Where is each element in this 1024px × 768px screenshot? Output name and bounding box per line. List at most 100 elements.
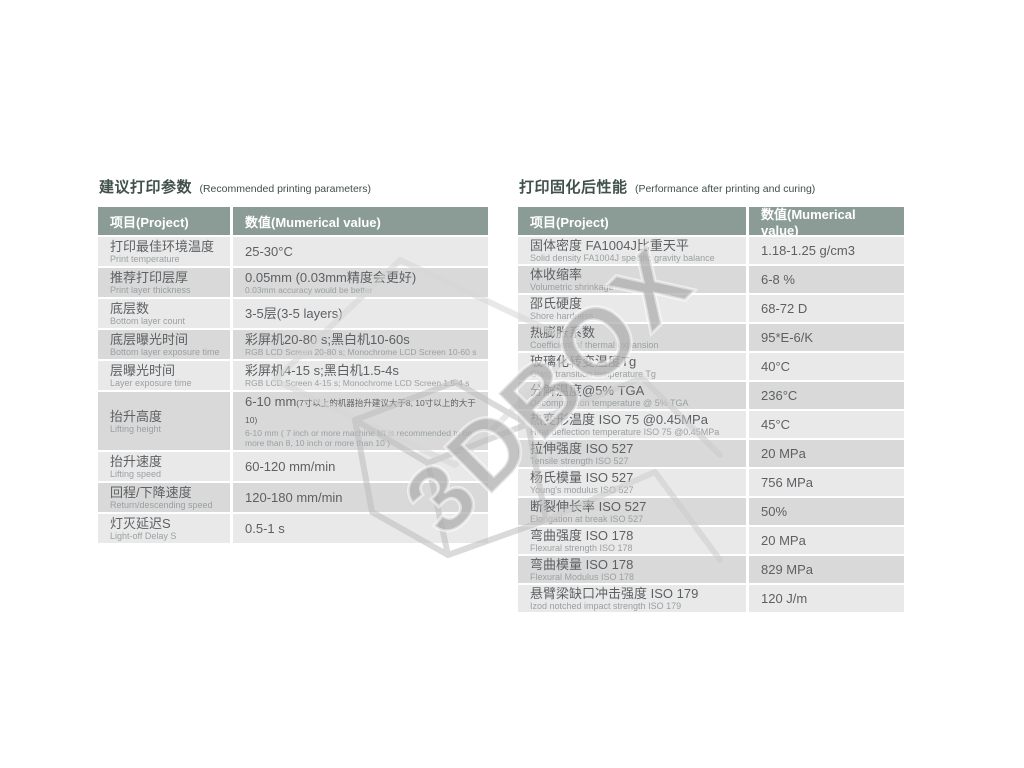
project-name-zh: 断裂伸长率 ISO 527 <box>530 499 647 514</box>
table-row: 邵氏硬度 Shore hardness 68-72 D <box>518 295 904 322</box>
value-text: 3-5层(3-5 layers) <box>245 306 343 321</box>
header-project: 项目(Project) <box>518 207 746 235</box>
section-title-en: (Performance after printing and curing) <box>634 183 816 195</box>
value-text: 829 MPa <box>761 562 814 577</box>
table-row: 抬升高度 Lifting height 6-10 mm(7寸以上的机器抬升建议大… <box>98 392 488 450</box>
project-name-en: Izod notched impact strength ISO 179 <box>530 601 682 611</box>
section-title: 建议打印参数 (Recommended printing parameters) <box>99 176 488 197</box>
project-name-zh: 回程/下降速度 <box>110 485 192 500</box>
table-row: 弯曲强度 ISO 178 Flexural strength ISO 178 2… <box>518 527 904 554</box>
table-row: 固体密度 FA1004J比重天平 Solid density FA1004J s… <box>518 237 904 264</box>
project-name-zh: 杨氏模量 ISO 527 <box>530 470 634 485</box>
section-title-zh: 建议打印参数 <box>99 179 193 196</box>
project-cell: 推荐打印层厚 Print layer thickness <box>98 268 230 297</box>
project-cell: 热变形温度 ISO 75 @0.45MPa Heat deflection te… <box>518 411 746 438</box>
value-cell: 0.5-1 s <box>233 514 488 543</box>
project-cell: 灯灭延迟S Light-off Delay S <box>98 514 230 543</box>
value-cell: 60-120 mm/min <box>233 452 488 481</box>
value-cell: 20 MPa <box>749 440 904 467</box>
table-body: 打印最佳环境温度 Print temperature 25-30°C 推荐打印层… <box>98 237 488 543</box>
project-cell: 抬升速度 Lifting speed <box>98 452 230 481</box>
project-name-en: Solid density FA1004J specific gravity b… <box>530 253 715 263</box>
project-name-zh: 体收缩率 <box>530 267 583 282</box>
value-cell: 120-180 mm/min <box>233 483 488 512</box>
table-row: 弯曲模量 ISO 178 Flexural Modulus ISO 178 82… <box>518 556 904 583</box>
performance-table: 项目(Project) 数值(Mumerical value) 固体密度 FA1… <box>518 207 904 612</box>
project-name-zh: 推荐打印层厚 <box>110 270 189 285</box>
table-row: 拉伸强度 ISO 527 Tensile strength ISO 527 20… <box>518 440 904 467</box>
value-text: 756 MPa <box>761 475 814 490</box>
table-row: 杨氏模量 ISO 527 Young's modulus ISO 527 756… <box>518 469 904 496</box>
project-name-en: Shore hardness <box>530 311 594 321</box>
value-cell: 68-72 D <box>749 295 904 322</box>
table-row: 推荐打印层厚 Print layer thickness 0.05mm (0.0… <box>98 268 488 297</box>
project-name-zh: 抬升速度 <box>110 454 163 469</box>
value-text: 20 MPa <box>761 446 806 461</box>
project-name-en: Flexural Modulus ISO 178 <box>530 572 635 582</box>
table-row: 玻璃化转变温度Tg Glass transition temperature T… <box>518 353 904 380</box>
project-name-en: Tensile strength ISO 527 <box>530 456 629 466</box>
project-name-zh: 抬升高度 <box>110 408 163 424</box>
value-cell: 95*E-6/K <box>749 324 904 351</box>
value-cell: 40°C <box>749 353 904 380</box>
project-name-zh: 热变形温度 ISO 75 @0.45MPa <box>530 412 708 427</box>
value-cell: 50% <box>749 498 904 525</box>
project-cell: 热膨胀系数 Coefficient of thermal expansion <box>518 324 746 351</box>
project-name-zh: 底层数 <box>110 301 150 316</box>
performance-after-curing-section: 打印固化后性能 (Performance after printing and … <box>518 176 904 612</box>
value-cell: 彩屏机20-80 s;黑白机10-60s RGB LCD Screen 20-8… <box>233 330 488 359</box>
value-cell: 756 MPa <box>749 469 904 496</box>
value-text: 6-10 mm(7寸以上的机器抬升建议大于8, 10寸以上的大于10) <box>245 394 476 425</box>
project-name-zh: 热膨胀系数 <box>530 325 596 340</box>
value-cell: 829 MPa <box>749 556 904 583</box>
table-header-row: 项目(Project) 数值(Mumerical value) <box>98 207 488 235</box>
header-project: 项目(Project) <box>98 207 230 235</box>
table-row: 抬升速度 Lifting speed 60-120 mm/min <box>98 452 488 481</box>
parameters-table: 项目(Project) 数值(Mumerical value) 打印最佳环境温度… <box>98 207 488 543</box>
project-cell: 分解温度@5% TGA Decomposition temperature @ … <box>518 382 746 409</box>
header-value: 数值(Mumerical value) <box>233 207 488 235</box>
project-cell: 底层曝光时间 Bottom layer exposure time <box>98 330 230 359</box>
table-row: 体收缩率 Volumetric shrinkage 6-8 % <box>518 266 904 293</box>
project-name-en: Young's modulus ISO 527 <box>530 485 634 495</box>
project-cell: 底层数 Bottom layer count <box>98 299 230 328</box>
value-cell: 45°C <box>749 411 904 438</box>
project-name-zh: 固体密度 FA1004J比重天平 <box>530 238 689 253</box>
value-text: 50% <box>761 504 788 519</box>
value-text: 彩屏机20-80 s;黑白机10-60s <box>245 332 410 347</box>
table-row: 分解温度@5% TGA Decomposition temperature @ … <box>518 382 904 409</box>
project-name-en: Coefficient of thermal expansion <box>530 340 659 350</box>
value-cell: 彩屏机4-15 s;黑白机1.5-4s RGB LCD Screen 4-15 … <box>233 361 488 390</box>
value-cell: 236°C <box>749 382 904 409</box>
value-cell: 20 MPa <box>749 527 904 554</box>
value-text: 68-72 D <box>761 301 808 316</box>
value-cell: 25-30°C <box>233 237 488 266</box>
project-cell: 固体密度 FA1004J比重天平 Solid density FA1004J s… <box>518 237 746 264</box>
value-cell: 6-8 % <box>749 266 904 293</box>
project-cell: 断裂伸长率 ISO 527 Elongation at break ISO 52… <box>518 498 746 525</box>
project-cell: 杨氏模量 ISO 527 Young's modulus ISO 527 <box>518 469 746 496</box>
project-name-en: Volumetric shrinkage <box>530 282 614 292</box>
section-title-en: (Recommended printing parameters) <box>199 183 372 195</box>
table-row: 热变形温度 ISO 75 @0.45MPa Heat deflection te… <box>518 411 904 438</box>
value-text: 120 J/m <box>761 591 808 606</box>
project-name-en: Bottom layer exposure time <box>110 347 220 357</box>
project-name-zh: 拉伸强度 ISO 527 <box>530 441 634 456</box>
project-name-zh: 灯灭延迟S <box>110 516 171 531</box>
project-name-en: Layer exposure time <box>110 378 192 388</box>
project-name-zh: 分解温度@5% TGA <box>530 383 645 398</box>
table-row: 打印最佳环境温度 Print temperature 25-30°C <box>98 237 488 266</box>
project-name-en: Lifting speed <box>110 469 162 479</box>
value-subtext: RGB LCD Screen 4-15 s; Monochrome LCD Sc… <box>245 378 470 388</box>
project-name-en: Print layer thickness <box>110 285 191 295</box>
project-cell: 弯曲强度 ISO 178 Flexural strength ISO 178 <box>518 527 746 554</box>
project-cell: 拉伸强度 ISO 527 Tensile strength ISO 527 <box>518 440 746 467</box>
project-cell: 弯曲模量 ISO 178 Flexural Modulus ISO 178 <box>518 556 746 583</box>
value-subtext: 6-10 mm ( 7 inch or more machine lift is… <box>245 428 473 448</box>
project-name-zh: 邵氏硬度 <box>530 296 583 311</box>
project-name-en: Flexural strength ISO 178 <box>530 543 633 553</box>
value-text: 彩屏机4-15 s;黑白机1.5-4s <box>245 363 399 378</box>
table-row: 底层曝光时间 Bottom layer exposure time 彩屏机20-… <box>98 330 488 359</box>
value-subtext: RGB LCD Screen 20-80 s; Monochrome LCD S… <box>245 347 477 357</box>
value-cell: 1.18-1.25 g/cm3 <box>749 237 904 264</box>
